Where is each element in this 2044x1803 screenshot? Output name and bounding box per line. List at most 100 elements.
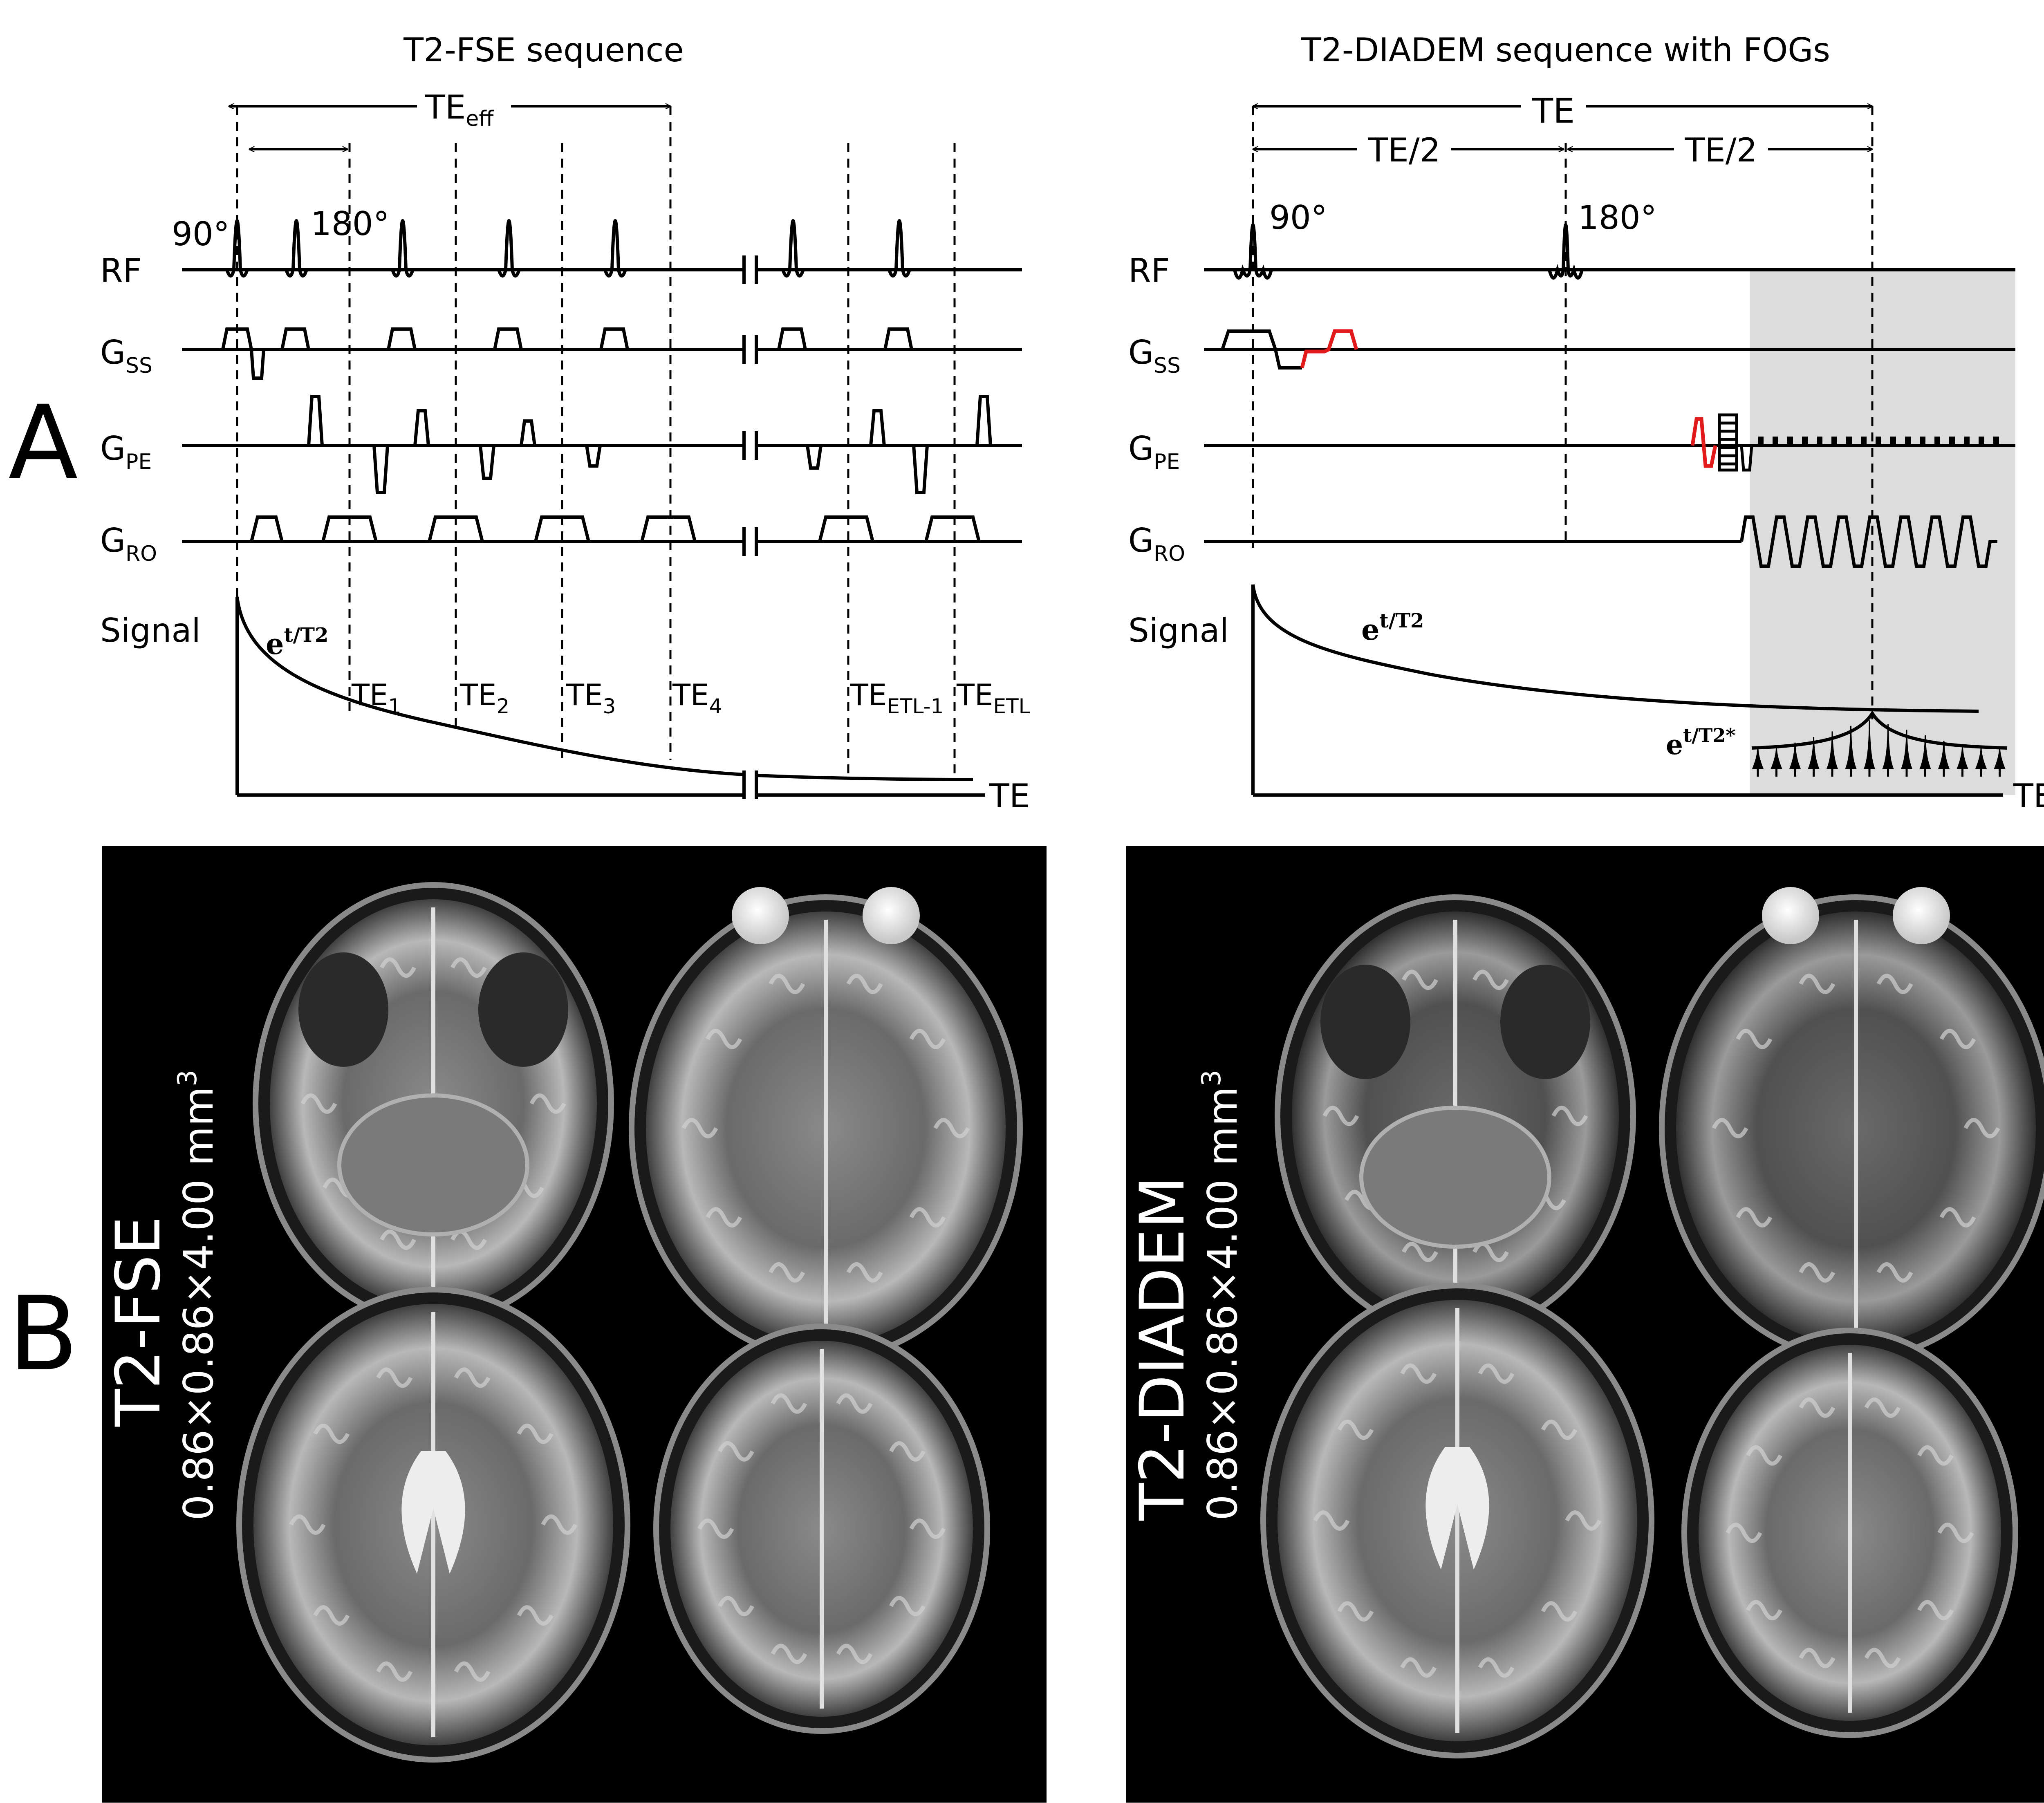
- echo-mark: [1901, 730, 1913, 769]
- eye: [1893, 887, 1950, 944]
- diadem-gss-lobe: [1221, 329, 1302, 370]
- fse-angle-180: 180°: [311, 205, 390, 243]
- fog-gpe: [1690, 417, 1717, 468]
- diadem-signal-decay: [1251, 584, 1979, 713]
- te-eff-label: TEeff: [425, 88, 494, 131]
- mri-slice: [1260, 1283, 1654, 1758]
- phase-blip: [1979, 437, 1984, 446]
- phase-blip: [1817, 437, 1822, 446]
- fse-row-gss: GSS: [100, 334, 152, 378]
- fse-angle-90: 90°: [172, 215, 230, 253]
- fse-baselines: [182, 268, 1022, 543]
- diadem-decay-label: et/T2: [1361, 609, 1424, 647]
- diadem-row-signal: Signal: [1128, 611, 1229, 650]
- fse-title: T2-FSE sequence: [403, 31, 684, 69]
- phase-blip: [1846, 437, 1852, 446]
- gradient-echoes: [1752, 720, 2006, 777]
- fse-row-gro: GRO: [100, 522, 157, 566]
- t2star-label: et/T2*: [1666, 724, 1735, 761]
- diadem-angle-90: 90°: [1269, 199, 1327, 237]
- phase-blip: [1964, 437, 1970, 446]
- diadem-axis-te: TE: [2013, 777, 2044, 815]
- fse-timing-lines: [236, 106, 956, 777]
- te-half-label-1: TE/2: [1367, 131, 1440, 169]
- phase-blip: [1787, 437, 1793, 446]
- phase-blip: [1758, 437, 1764, 446]
- fse-signal-axes: [235, 597, 985, 797]
- te-label: TE4: [672, 678, 722, 718]
- te-label: TE2: [459, 678, 509, 718]
- phase-blip: [1861, 437, 1867, 446]
- fse-image-caption: T2-FSE: [103, 1216, 174, 1427]
- t2star-envelope: [1751, 710, 2008, 750]
- fse-sequence-diagram: T2-FSE sequence TEeff RF GSS GPE GRO Sig…: [100, 31, 1030, 815]
- phase-blip: [1890, 437, 1896, 446]
- fse-break-marks: [742, 255, 758, 799]
- te-label: TE1: [351, 678, 401, 718]
- diadem-sequence-diagram: T2-DIADEM sequence with FOGs TE TE/2 TE/…: [1128, 31, 2044, 815]
- te-label: TEETL-1: [850, 678, 944, 718]
- panel-label-b: B: [8, 1274, 78, 1393]
- phase-prephaser: [1718, 413, 1753, 472]
- phase-blip: [1831, 437, 1837, 446]
- mri-slice: [236, 1287, 630, 1763]
- diadem-rf-pulses: [1233, 223, 1584, 280]
- te-half-label-2: TE/2: [1684, 131, 1757, 169]
- echo-mark: [1808, 737, 1820, 769]
- phase-blip: [1773, 437, 1778, 446]
- fse-image-title: T2-FSE: [103, 1216, 174, 1427]
- echo-mark: [1863, 720, 1876, 769]
- fse-row-rf: RF: [100, 252, 142, 290]
- echo-mark: [1994, 748, 2006, 769]
- phase-blip: [1905, 437, 1911, 446]
- eye: [732, 887, 789, 944]
- phase-blip: [1993, 437, 1999, 446]
- phase-blip: [1920, 437, 1925, 446]
- eye: [1762, 887, 1819, 944]
- echo-mark: [1771, 748, 1782, 769]
- panel-label-a: A: [8, 383, 78, 502]
- diadem-row-gpe: GPE: [1128, 430, 1180, 474]
- eye: [863, 887, 920, 944]
- phase-blip: [1949, 437, 1955, 446]
- echo-mark: [1938, 741, 1950, 769]
- fog-gss: [1300, 329, 1358, 369]
- te-label: TEETL: [956, 678, 1030, 718]
- echo-mark: [1789, 742, 1801, 769]
- diadem-image-title: T2-DIADEM: [1127, 1176, 1198, 1521]
- fse-gpe-lobes: [307, 395, 992, 494]
- fse-gss-lobes: [221, 327, 913, 380]
- mri-slice: [653, 1324, 990, 1734]
- mri-slice: [1659, 887, 2044, 1362]
- echo-mark: [1845, 726, 1857, 769]
- fse-gro-lobes: [250, 515, 981, 542]
- fse-row-signal: Signal: [100, 611, 201, 650]
- fse-decay-label: et/T2: [266, 624, 328, 661]
- diadem-timing-lines: [1252, 106, 1874, 719]
- echo-mark: [1957, 746, 1968, 769]
- echo-mark: [1975, 748, 1987, 769]
- mri-slice: [1681, 1328, 2018, 1738]
- diadem-signal-axes: [1251, 585, 2003, 797]
- fse-resolution-caption: 0.86×0.86×4.00 mm3: [173, 1070, 222, 1521]
- phase-blip: [1802, 437, 1808, 446]
- fse-signal-decay: [235, 596, 973, 781]
- te-label: TE: [1532, 91, 1575, 131]
- diadem-row-gss: GSS: [1128, 334, 1181, 378]
- diadem-resolution-caption: 0.86×0.86×4.00 mm3: [1197, 1070, 1246, 1521]
- epi-readout: [1740, 515, 1997, 568]
- fse-axis-te: TE: [989, 777, 1030, 815]
- fse-rf-pulses: [225, 219, 911, 278]
- mri-slice: [1275, 894, 1636, 1337]
- diadem-row-gro: GRO: [1128, 522, 1185, 566]
- echo-mark: [1752, 748, 1764, 769]
- mri-slice: [253, 882, 614, 1325]
- diadem-title: T2-DIADEM sequence with FOGs: [1301, 31, 1830, 69]
- echo-mark: [1826, 731, 1838, 769]
- diadem-angle-180: 180°: [1578, 199, 1657, 237]
- diadem-row-rf: RF: [1128, 252, 1170, 290]
- echo-mark: [1919, 735, 1931, 769]
- phase-blip: [1934, 437, 1940, 446]
- fse-te-labels: TE1 TE2 TE3 TE4 TEETL-1 TEETL: [351, 678, 1030, 718]
